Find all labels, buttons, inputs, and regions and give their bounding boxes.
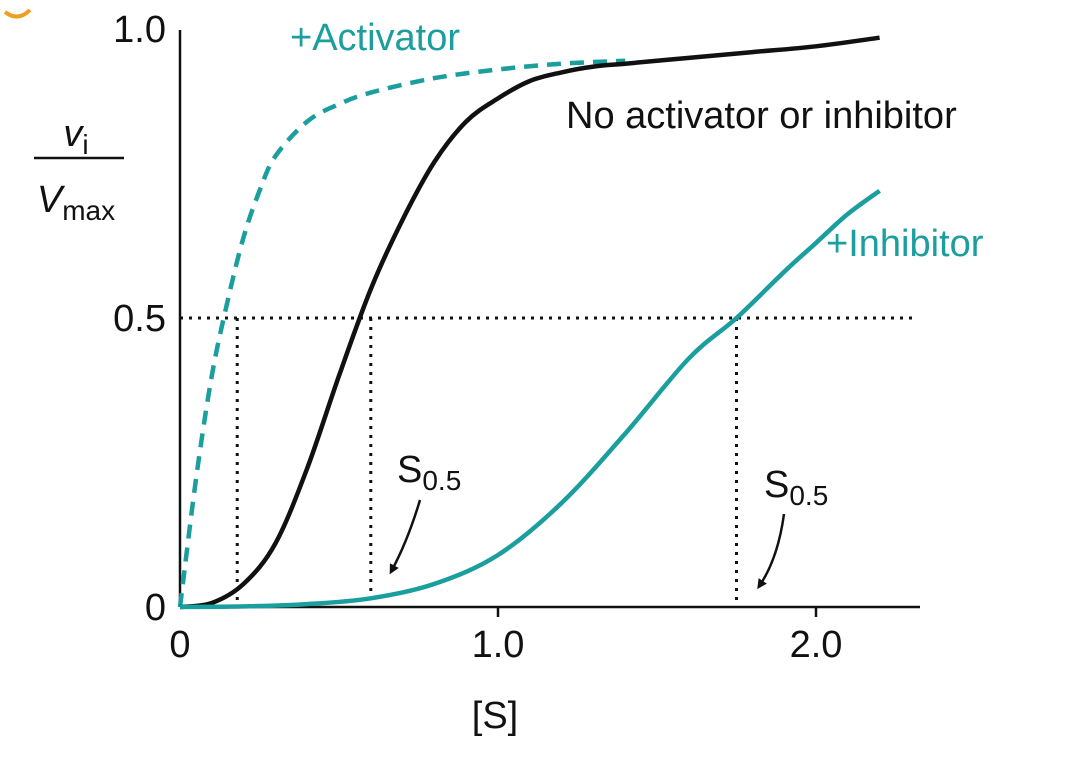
y-label-numerator-sub: i — [82, 129, 88, 160]
normal-series-label: No activator or inhibitor — [566, 95, 957, 137]
s05-arrow-normal — [389, 499, 422, 575]
y-tick-label-0-5: 0.5 — [113, 298, 166, 340]
svg-text:Vmax: Vmax — [37, 179, 115, 226]
s05-sub-text: 0.5 — [789, 480, 828, 511]
y-label-numerator: v — [63, 113, 84, 155]
reference-lines — [180, 316, 912, 607]
normal-curve — [179, 35, 880, 610]
axes — [178, 30, 920, 617]
s05-annotation-inhibitor: S0.5 — [757, 464, 828, 590]
inhibitor-series-label: +Inhibitor — [826, 223, 984, 265]
y-axis-label: vi Vmax — [34, 113, 124, 226]
inhibitor-curve — [179, 188, 881, 610]
y-tick-label-1-0: 1.0 — [113, 9, 166, 51]
activator-series-label: +Activator — [290, 17, 460, 59]
activator-curve — [177, 58, 626, 608]
s05-arrow-inhibitor — [757, 513, 786, 590]
curves — [177, 35, 881, 610]
y-tick-label-0: 0 — [145, 587, 166, 629]
x-axis-label: [S] — [472, 695, 518, 737]
s05-base-text: S — [764, 464, 789, 506]
corner-mark-icon — [3, 8, 32, 19]
x-tick-label-1-0: 1.0 — [472, 624, 525, 666]
s05-annotation-normal: S0.5 — [389, 449, 461, 575]
x-tick-label-0: 0 — [169, 624, 190, 666]
s05-sub-text: 0.5 — [422, 465, 461, 496]
x-tick-label-2-0: 2.0 — [790, 624, 843, 666]
svg-text:vi: vi — [63, 113, 88, 160]
y-label-denominator-sub: max — [62, 195, 115, 226]
tick-labels: 0 0.5 1.0 0 1.0 2.0 — [113, 9, 842, 666]
s05-base-text: S — [397, 449, 422, 491]
y-label-denominator: V — [37, 179, 66, 221]
svg-text:S0.5: S0.5 — [397, 449, 461, 496]
svg-text:S0.5: S0.5 — [764, 464, 828, 511]
